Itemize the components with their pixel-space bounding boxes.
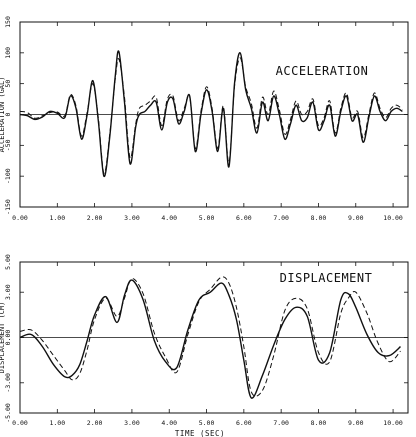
y-tick-label: 100: [4, 47, 12, 59]
x-tick-label: 4.00: [161, 214, 177, 222]
x-tick-label: 9.00: [348, 214, 364, 222]
y-axis-label: ACCELERATION (GAL): [0, 77, 6, 153]
x-tick-label: 7.00: [273, 419, 289, 427]
x-tick-label: 3.00: [124, 214, 140, 222]
displacement-dashed-series-line: [19, 276, 401, 397]
acceleration-chart: -150 -100 -50 0 50 100 150 0.00 1.00 2.00 3.00 4.00…: [0, 16, 409, 222]
x-tick-label: 7.00: [273, 214, 289, 222]
y-tick-label: 0: [4, 112, 12, 116]
y-axis-label: DISPLACEMENT (CM): [0, 302, 6, 374]
x-tick-label: 2.00: [87, 214, 103, 222]
chart-title: DISPLACEMENT: [280, 271, 373, 285]
chart-title: ACCELERATION: [276, 64, 369, 78]
y-tick-label: 150: [4, 16, 12, 28]
x-tick-label: 5.00: [199, 214, 215, 222]
x-tick-label: 8.00: [311, 419, 327, 427]
y-tick-label: -3.00: [4, 373, 12, 393]
y-tick-label: -100: [4, 168, 12, 184]
displacement-chart: -5.00 -3.00 0.00 3.00 5.00 0.00 1.00 2.00 3.00 4.…: [0, 254, 409, 437]
x-tick-label: 3.00: [124, 419, 140, 427]
y-tick-label: -5.00: [4, 403, 12, 423]
y-tick-label: 50: [4, 80, 12, 88]
y-tick-label: -150: [4, 199, 12, 215]
x-tick-label: 1.00: [49, 419, 65, 427]
x-tick-label: 0.00: [12, 214, 28, 222]
x-tick-label: 0.00: [12, 419, 28, 427]
y-tick-label: 3.00: [4, 284, 12, 300]
displacement-solid-series-line: [19, 279, 401, 399]
x-axis-label: TIME (SEC): [175, 429, 225, 437]
y-tick-label: 5.00: [4, 254, 12, 270]
x-tick-label: 8.00: [311, 214, 327, 222]
y-tick-label: 0.00: [4, 330, 12, 346]
x-tick-label: 9.00: [348, 419, 364, 427]
x-tick-label: 6.00: [236, 214, 252, 222]
x-tick-label: 1.00: [49, 214, 65, 222]
x-tick-label: 2.00: [87, 419, 103, 427]
x-tick-label: 5.00: [199, 419, 215, 427]
acceleration-dashed-series-line: [19, 57, 403, 174]
x-tick-label: 6.00: [236, 419, 252, 427]
x-tick-label: 4.00: [161, 419, 177, 427]
x-tick-label: 10.00: [383, 214, 403, 222]
y-tick-label: -50: [4, 139, 12, 151]
x-tick-label: 10.00: [383, 419, 403, 427]
